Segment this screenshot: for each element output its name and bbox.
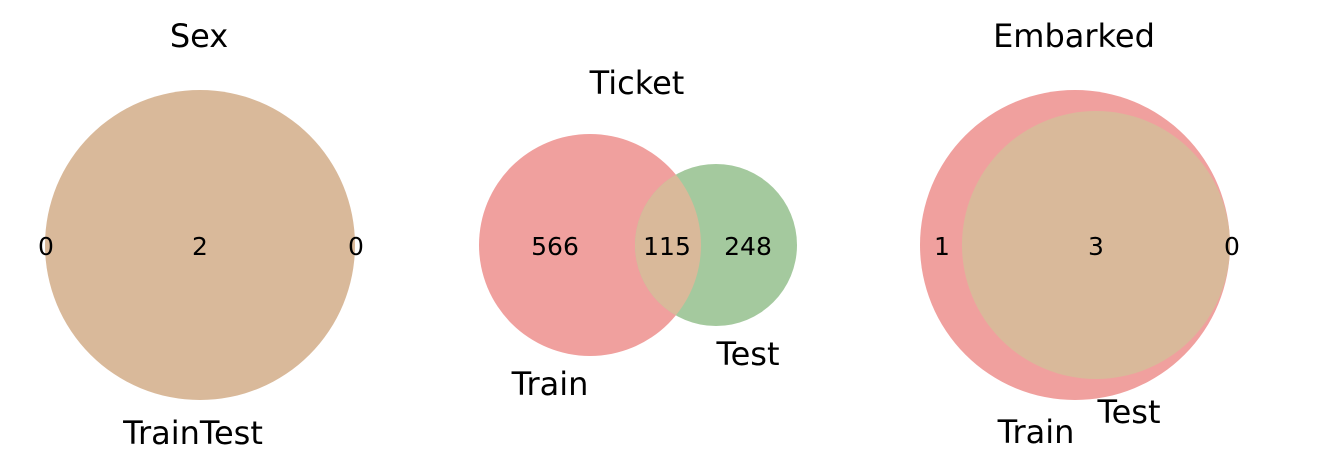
venn-ticket-train-circle xyxy=(479,134,701,356)
venn-ticket-train-label: Train xyxy=(511,365,589,403)
venn-ticket-title: Ticket xyxy=(589,64,685,102)
venn-sex-overlap-region xyxy=(45,90,355,400)
venn-ticket-test-label: Test xyxy=(715,335,779,373)
venn-embarked: Embarked 1 3 0 Train Test xyxy=(920,17,1240,451)
venn-ticket-test-only-count: 248 xyxy=(724,232,772,261)
venn-sex-intersection-count: 2 xyxy=(192,232,208,261)
venn-sex-test-only-count: 0 xyxy=(348,232,364,261)
venn-embarked-intersection-count: 3 xyxy=(1088,232,1104,261)
venn-ticket-overlap-region xyxy=(635,164,701,326)
venn-ticket: Ticket 566 115 248 Train Test xyxy=(479,64,797,403)
venn-embarked-train-only-count: 1 xyxy=(934,232,950,261)
venn-embarked-train-label: Train xyxy=(997,413,1075,451)
venn-ticket-intersection-count: 115 xyxy=(643,232,691,261)
venn-embarked-test-label: Test xyxy=(1096,393,1160,431)
venn-embarked-overlap-region xyxy=(962,111,1230,379)
venn-sex-title: Sex xyxy=(170,17,228,55)
venn-embarked-test-only-count: 0 xyxy=(1224,232,1240,261)
venn-sex: Sex 0 2 0 TrainTest xyxy=(38,17,364,452)
venn-embarked-title: Embarked xyxy=(993,17,1155,55)
venn-ticket-train-only-count: 566 xyxy=(531,232,579,261)
venn-sex-set-labels: TrainTest xyxy=(122,414,263,452)
venn-sex-train-only-count: 0 xyxy=(38,232,54,261)
